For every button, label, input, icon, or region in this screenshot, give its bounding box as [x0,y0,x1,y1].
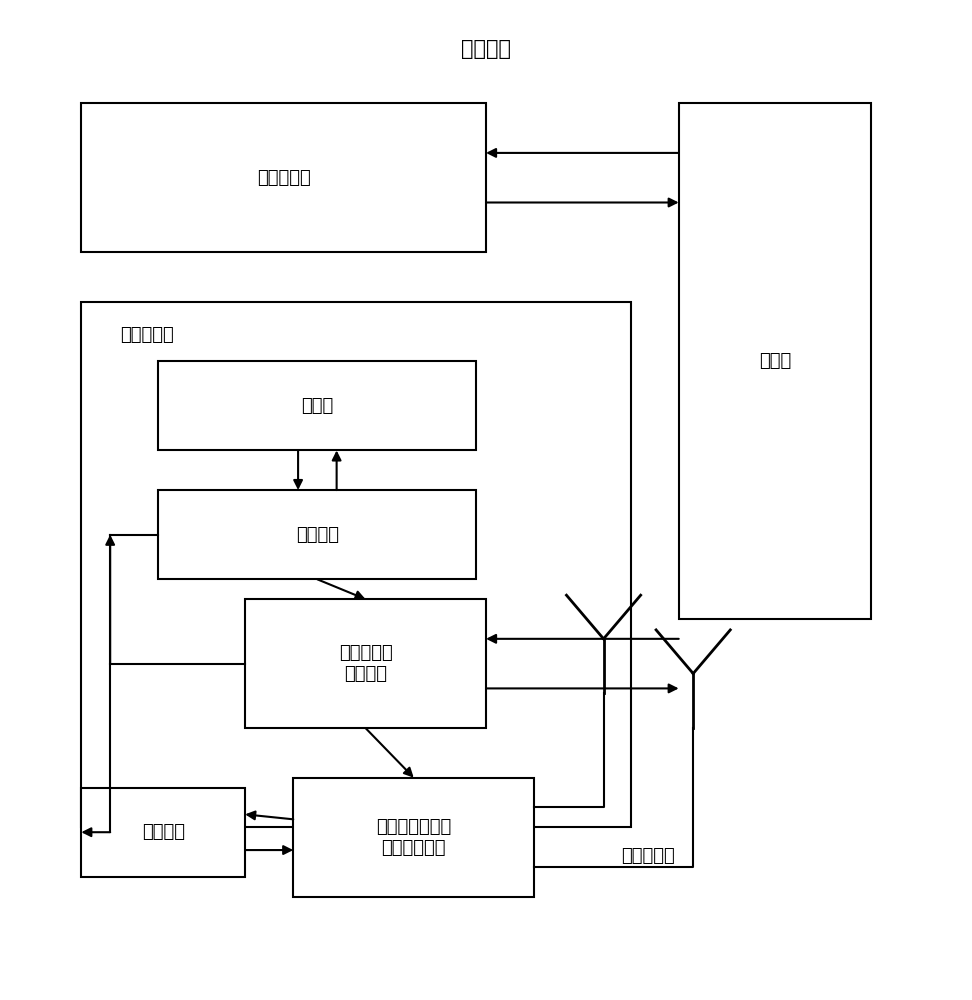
Bar [158,361,476,450]
Text: 协议栈: 协议栈 [301,397,333,415]
Text: 通信处理器: 通信处理器 [120,326,174,344]
Bar [82,103,486,252]
Text: 传感器: 传感器 [759,352,791,370]
Text: 移动终端: 移动终端 [461,39,511,59]
Bar [158,490,476,579]
Bar [82,788,245,877]
Bar [82,302,631,827]
Text: 应用处理器: 应用处理器 [257,169,310,187]
Bar [678,103,872,619]
Bar [245,599,486,728]
Text: 区分各类场
景的进程: 区分各类场 景的进程 [338,644,393,683]
Text: 主分集天线: 主分集天线 [621,847,676,865]
Text: 天线前端（包括
天线调谐器）: 天线前端（包括 天线调谐器） [376,818,451,857]
Text: 射频驱动: 射频驱动 [295,526,339,544]
Bar [294,778,535,897]
Text: 射频前端: 射频前端 [142,823,185,841]
